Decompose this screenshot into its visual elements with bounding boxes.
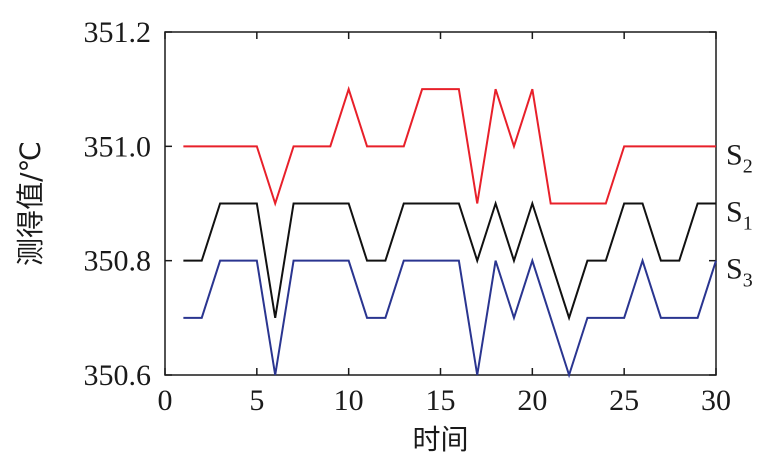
series-line-s3 bbox=[183, 257, 717, 379]
series-line-s2 bbox=[183, 85, 716, 207]
y-tick-label: 350.6 bbox=[84, 359, 152, 392]
y-tick-labels: 350.6 350.8 351.0 351.2 bbox=[84, 16, 152, 392]
y-tick-label: 351.0 bbox=[84, 130, 152, 163]
x-tick-label: 30 bbox=[701, 384, 731, 417]
x-tick-label: 0 bbox=[158, 384, 173, 417]
x-tick-label: 15 bbox=[426, 384, 456, 417]
legend-label-s3: S3 bbox=[726, 253, 753, 292]
x-tick-label: 25 bbox=[609, 384, 639, 417]
x-tick-labels: 0 5 10 15 20 25 30 bbox=[158, 384, 732, 417]
y-axis-title: 测得值/℃ bbox=[14, 141, 47, 266]
legend: S2 S1 S3 bbox=[726, 138, 753, 291]
x-tick-label: 10 bbox=[334, 384, 364, 417]
legend-label-s2: S2 bbox=[726, 138, 753, 177]
y-tick-label: 350.8 bbox=[84, 245, 152, 278]
series-line-s1 bbox=[183, 200, 716, 322]
legend-label-s1: S1 bbox=[726, 196, 753, 235]
axis-ticks bbox=[164, 31, 717, 376]
x-tick-label: 5 bbox=[249, 384, 264, 417]
series-lines bbox=[183, 85, 717, 379]
y-tick-label: 351.2 bbox=[84, 16, 152, 49]
x-tick-label: 20 bbox=[517, 384, 547, 417]
x-axis-title: 时间 bbox=[412, 423, 468, 456]
